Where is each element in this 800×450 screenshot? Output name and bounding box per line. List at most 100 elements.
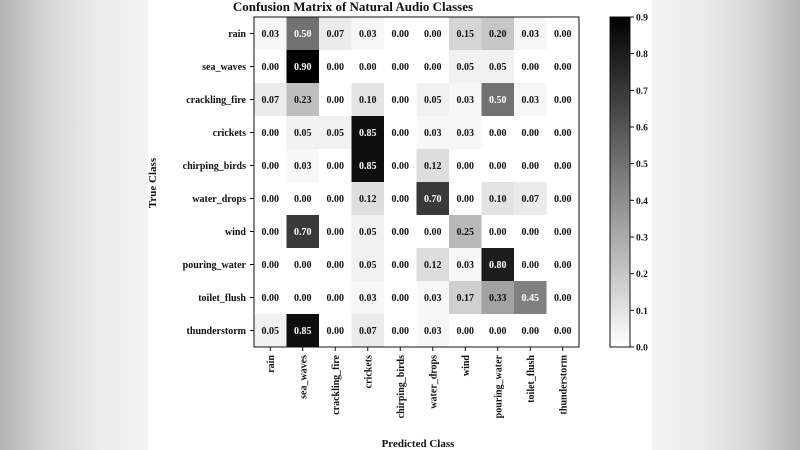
heatmap-cell [546, 17, 580, 51]
cell-value-label: 0.00 [327, 161, 345, 172]
colorbar-tick-label: 0.7 [636, 87, 648, 97]
cell-value-label: 0.05 [294, 128, 312, 139]
heatmap-cell [384, 215, 417, 249]
heatmap-cell [449, 149, 482, 183]
heatmap-cell [351, 50, 385, 84]
cell-value-label: 0.00 [554, 128, 572, 139]
heatmap-cell [416, 215, 450, 249]
cell-value-label: 0.10 [359, 95, 377, 106]
heatmap-cell [481, 149, 515, 183]
cell-value-label: 0.03 [457, 95, 475, 106]
heatmap-cell [514, 83, 547, 117]
heatmap-cell [416, 50, 450, 84]
heatmap-cell [449, 83, 482, 117]
cell-value-label: 0.90 [294, 62, 312, 73]
colorbar-tick-label: 0.6 [636, 124, 648, 134]
x-tick-label: wind [461, 355, 472, 377]
heatmap-cell [514, 215, 547, 249]
heatmap-cell [514, 116, 547, 150]
plot-frame [253, 16, 580, 348]
cell-value-label: 0.12 [424, 260, 442, 271]
colorbar-tick-label: 0.0 [636, 344, 648, 354]
heatmap-cell [384, 17, 417, 51]
heatmap-cell [254, 116, 287, 150]
heatmap-cell [449, 248, 482, 282]
colorbar-tick-label: 0.2 [636, 270, 648, 280]
cell-value-label: 0.00 [554, 260, 572, 271]
x-tick-label: sea_waves [298, 355, 309, 399]
heatmap-cell [384, 83, 417, 117]
cell-value-label: 0.00 [262, 293, 280, 304]
cell-value-label: 0.00 [327, 62, 345, 73]
cell-value-label: 0.00 [522, 227, 540, 238]
heatmap-cell [351, 281, 385, 315]
cell-value-label: 0.45 [522, 293, 540, 304]
cell-value-label: 0.12 [359, 194, 377, 205]
heatmap-cell [319, 182, 352, 216]
cell-value-label: 0.05 [424, 95, 442, 106]
cell-value-label: 0.00 [489, 128, 507, 139]
cell-value-label: 0.70 [294, 227, 312, 238]
heatmap-cell [319, 17, 352, 51]
heatmap-cell [286, 149, 320, 183]
heatmap-cell [254, 182, 287, 216]
cell-value-label: 0.00 [392, 194, 410, 205]
cell-value-label: 0.00 [489, 326, 507, 337]
y-tick-label: crickets [213, 128, 246, 139]
heatmap-cell [319, 149, 352, 183]
heatmap-cell [286, 83, 320, 117]
heatmap-cell [416, 314, 450, 348]
x-axis-label: Predicted Class [382, 438, 456, 450]
heatmap-cell [319, 248, 352, 282]
cell-value-label: 0.00 [262, 260, 280, 271]
cell-value-label: 0.80 [489, 260, 507, 271]
cell-value-label: 0.00 [489, 227, 507, 238]
cell-value-label: 0.03 [424, 293, 442, 304]
heatmap-cell [449, 50, 482, 84]
y-tick-label: toilet_flush [198, 293, 246, 304]
cell-value-label: 0.70 [424, 194, 442, 205]
heatmap-cell [286, 182, 320, 216]
cell-value-label: 0.00 [522, 260, 540, 271]
cell-value-label: 0.00 [392, 29, 410, 40]
heatmap-cell [254, 83, 287, 117]
heatmap-cell [351, 149, 385, 183]
heatmap-cell [481, 17, 515, 51]
y-tick-label: pouring_water [183, 260, 247, 271]
cell-value-label: 0.00 [327, 260, 345, 271]
chart-title: Confusion Matrix of Natural Audio Classe… [233, 0, 473, 14]
cell-value-label: 0.00 [522, 62, 540, 73]
heatmap-cell [449, 17, 482, 51]
cell-value-label: 0.00 [327, 227, 345, 238]
cell-value-label: 0.00 [522, 161, 540, 172]
cell-value-label: 0.03 [424, 128, 442, 139]
cell-value-label: 0.00 [359, 62, 377, 73]
heatmap-cell [481, 248, 515, 282]
cell-value-label: 0.00 [522, 128, 540, 139]
heatmap-cell [449, 116, 482, 150]
heatmap-cell [384, 116, 417, 150]
heatmap-cell [286, 248, 320, 282]
y-tick-label: wind [225, 227, 247, 238]
cell-value-label: 0.00 [392, 128, 410, 139]
heatmap-cell [449, 314, 482, 348]
heatmap-cell [416, 83, 450, 117]
heatmap-cell [286, 116, 320, 150]
heatmap-cell [449, 182, 482, 216]
x-tick-label: water_drops [428, 355, 439, 409]
cell-value-label: 0.03 [522, 29, 540, 40]
colorbar-tick-label: 0.1 [636, 307, 648, 317]
confusion-matrix-figure: Confusion Matrix of Natural Audio Classe… [148, 0, 652, 450]
cell-value-label: 0.00 [554, 95, 572, 106]
cell-value-label: 0.00 [392, 95, 410, 106]
heatmap-cell [481, 281, 515, 315]
heatmap-cell [319, 50, 352, 84]
heatmap-cell [319, 215, 352, 249]
cell-value-label: 0.05 [327, 128, 345, 139]
cell-value-label: 0.50 [489, 95, 507, 106]
heatmap-cell [351, 17, 385, 51]
heatmap-cell [384, 50, 417, 84]
cell-value-label: 0.23 [294, 95, 312, 106]
heatmap-cell [254, 248, 287, 282]
heatmap-cell [449, 215, 482, 249]
